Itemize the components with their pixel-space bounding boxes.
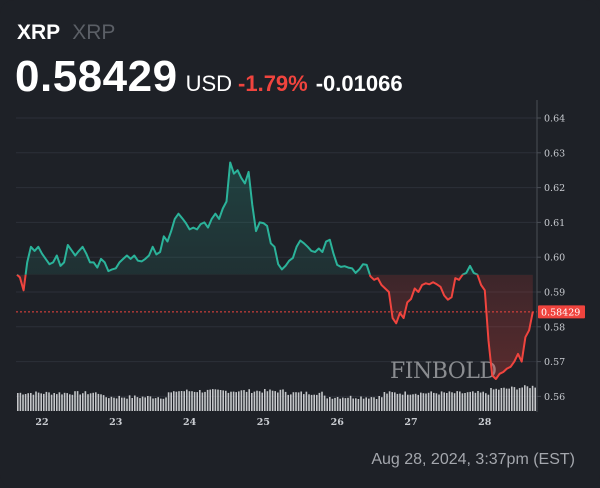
y-tick-label: 0.64 bbox=[544, 114, 565, 125]
current-price: 0.58429 bbox=[15, 52, 178, 101]
ticker-row: XRP XRP bbox=[17, 21, 115, 45]
y-tick-label: 0.57 bbox=[544, 357, 565, 368]
finbold-watermark: FINBOLD bbox=[390, 359, 497, 384]
y-tick-label: 0.56 bbox=[544, 392, 565, 403]
y-tick-label: 0.60 bbox=[544, 253, 565, 264]
y-tick-label: 0.58 bbox=[544, 322, 565, 333]
current-price-label: 0.58429 bbox=[538, 305, 585, 319]
svg-text:0.58429: 0.58429 bbox=[541, 307, 580, 318]
change-percent: -1.79% bbox=[238, 71, 308, 96]
x-tick-label: 27 bbox=[404, 417, 417, 428]
change-value: -0.01066 bbox=[315, 71, 403, 96]
y-tick-label: 0.59 bbox=[544, 288, 565, 299]
x-tick-label: 28 bbox=[478, 417, 492, 428]
y-tick-label: 0.62 bbox=[544, 183, 565, 194]
x-tick-label: 24 bbox=[183, 417, 197, 428]
y-tick-label: 0.63 bbox=[544, 148, 565, 159]
ticker-name: XRP bbox=[72, 21, 116, 44]
timestamp: Aug 28, 2024, 3:37pm (EST) bbox=[371, 451, 575, 468]
price-row: 0.58429 USD -1.79% -0.01066 bbox=[15, 52, 403, 102]
currency-label: USD bbox=[185, 71, 233, 96]
ticker-symbol: XRP bbox=[17, 21, 61, 44]
y-axis: 0.64 0.63 0.62 0.61 0.60 0.59 0.58 0.57 0.56 bbox=[537, 114, 565, 403]
price-area bbox=[17, 162, 533, 379]
price-line bbox=[16, 161, 534, 380]
x-tick-label: 22 bbox=[35, 417, 48, 428]
volume-bars bbox=[17, 385, 536, 411]
x-tick-label: 23 bbox=[109, 417, 122, 428]
x-tick-label: 25 bbox=[257, 417, 270, 428]
y-tick-label: 0.61 bbox=[544, 218, 565, 229]
x-tick-label: 26 bbox=[331, 417, 345, 428]
x-axis: 22 23 24 25 26 27 28 bbox=[35, 417, 491, 428]
